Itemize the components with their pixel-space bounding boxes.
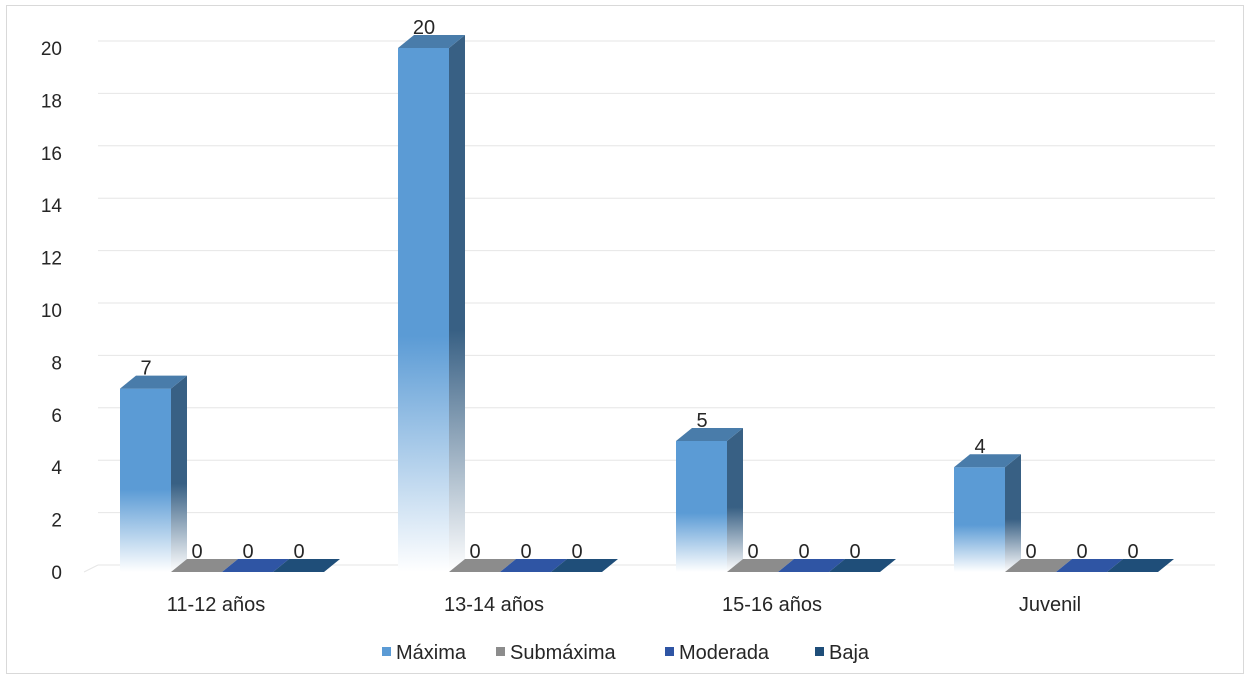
bar: 20 bbox=[398, 17, 465, 572]
x-tick-label: 11-12 años bbox=[167, 594, 266, 616]
y-tick-label: 18 bbox=[41, 91, 62, 112]
bar-side bbox=[171, 375, 187, 572]
legend-label: Moderada bbox=[679, 642, 770, 664]
bar-flat bbox=[273, 559, 340, 572]
x-tick-label: Juvenil bbox=[1019, 594, 1081, 616]
data-label: 0 bbox=[1127, 541, 1138, 563]
bar-flat bbox=[1056, 559, 1123, 572]
y-tick-label: 8 bbox=[51, 353, 62, 374]
bar: 0 bbox=[500, 541, 567, 572]
data-label: 0 bbox=[1076, 541, 1087, 563]
bar: 0 bbox=[449, 541, 516, 572]
y-tick-label: 16 bbox=[41, 144, 62, 165]
legend-label: Máxima bbox=[396, 642, 467, 664]
data-label: 20 bbox=[413, 17, 435, 39]
legend-label: Submáxima bbox=[510, 642, 616, 664]
y-tick-label: 14 bbox=[41, 196, 63, 217]
bar: 0 bbox=[727, 541, 794, 572]
legend-swatch bbox=[815, 647, 824, 656]
bar-top bbox=[676, 428, 743, 441]
bar-flat bbox=[449, 559, 516, 572]
bar-side bbox=[727, 428, 743, 572]
legend-swatch bbox=[496, 647, 505, 656]
bar-side bbox=[449, 35, 465, 572]
bar: 0 bbox=[273, 541, 340, 572]
bars: 7 0 0 0 20 0 0 0 5 0 0 0 4 0 0 0 bbox=[120, 17, 1174, 572]
data-label: 0 bbox=[849, 541, 860, 563]
data-label: 5 bbox=[696, 410, 707, 432]
bar-front bbox=[676, 441, 727, 572]
bar: 0 bbox=[222, 541, 289, 572]
legend-item: Máxima bbox=[382, 642, 467, 664]
data-label: 0 bbox=[798, 541, 809, 563]
bar: 0 bbox=[551, 541, 618, 572]
data-label: 0 bbox=[520, 541, 531, 563]
y-tick-label: 12 bbox=[41, 249, 62, 270]
legend-label: Baja bbox=[829, 642, 870, 664]
y-tick-label: 4 bbox=[51, 458, 62, 479]
bar: 4 bbox=[954, 436, 1021, 572]
bar-flat bbox=[500, 559, 567, 572]
data-label: 0 bbox=[293, 541, 304, 563]
data-label: 0 bbox=[1025, 541, 1036, 563]
bar: 0 bbox=[1107, 541, 1174, 572]
bar-flat bbox=[1107, 559, 1174, 572]
y-tick-label: 0 bbox=[51, 563, 62, 584]
x-tick-label: 13-14 años bbox=[444, 594, 544, 616]
bar: 0 bbox=[171, 541, 238, 572]
data-label: 0 bbox=[191, 541, 202, 563]
bar: 0 bbox=[1056, 541, 1123, 572]
bar-flat bbox=[778, 559, 845, 572]
bar: 5 bbox=[676, 410, 743, 572]
bar-flat bbox=[829, 559, 896, 572]
bar-top bbox=[120, 375, 187, 389]
bar: 0 bbox=[778, 541, 845, 572]
bar: 0 bbox=[1005, 541, 1072, 572]
gridlines bbox=[98, 40, 1215, 566]
data-label: 0 bbox=[242, 541, 253, 563]
bar-top bbox=[954, 454, 1021, 468]
legend-item: Submáxima bbox=[496, 642, 616, 664]
bar-side bbox=[1005, 454, 1021, 572]
legend-item: Baja bbox=[815, 642, 870, 664]
legend: Máxima Submáxima Moderada Baja bbox=[382, 642, 870, 664]
y-tick-label: 2 bbox=[51, 511, 62, 532]
data-label: 7 bbox=[140, 358, 151, 380]
bar: 0 bbox=[829, 541, 896, 572]
y-tick-label: 20 bbox=[41, 39, 62, 60]
bar-front bbox=[398, 48, 449, 572]
data-label: 0 bbox=[469, 541, 480, 563]
data-label: 4 bbox=[974, 436, 985, 458]
bar-flat bbox=[171, 559, 238, 572]
bar-flat bbox=[727, 559, 794, 572]
bar-flat bbox=[551, 559, 618, 572]
bar-flat bbox=[1005, 559, 1072, 572]
y-tick-label: 10 bbox=[41, 301, 62, 322]
legend-swatch bbox=[665, 647, 674, 656]
bar: 7 bbox=[120, 358, 187, 572]
bar-front bbox=[120, 388, 171, 572]
data-label: 0 bbox=[571, 541, 582, 563]
bar-top bbox=[398, 35, 465, 48]
legend-item: Moderada bbox=[665, 642, 770, 664]
bar-flat bbox=[222, 559, 289, 572]
legend-swatch bbox=[382, 647, 391, 656]
bar-front bbox=[954, 467, 1005, 572]
data-label: 0 bbox=[747, 541, 758, 563]
y-tick-label: 6 bbox=[51, 406, 62, 427]
floor-edge bbox=[83, 564, 99, 573]
x-tick-label: 15-16 años bbox=[722, 594, 822, 616]
